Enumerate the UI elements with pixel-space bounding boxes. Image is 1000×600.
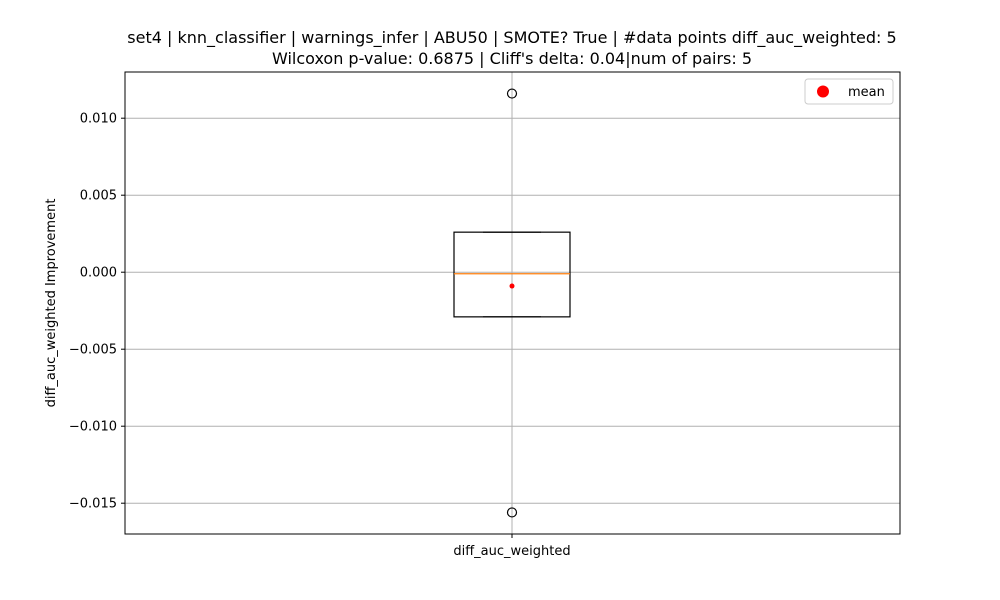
legend-mean-label: mean [848,85,885,100]
legend: mean [804,78,894,105]
x-tick-label: diff_auc_weighted [453,544,570,559]
y-axis-label: diff_auc_weighted Improvement [44,199,59,408]
y-tick-label: 0.010 [80,112,117,127]
mean-point [509,283,515,289]
chart-title-line1: set4 | knn_classifier | warnings_infer |… [127,28,896,48]
box-plot-marks [453,88,571,518]
y-tick-label: −0.005 [69,343,117,358]
plot-area-frame [124,71,901,535]
outlier-point [506,507,518,518]
outlier-point [506,88,518,99]
legend-mean-marker [817,85,829,98]
y-tick-label: −0.010 [69,420,117,435]
y-tick-label: 0.005 [80,189,117,204]
legend-frame [804,78,894,105]
chart-title-line2: Wilcoxon p-value: 0.6875 | Cliff's delta… [272,49,752,68]
grid-lines [125,72,900,534]
y-tick-label: −0.015 [69,497,117,512]
y-axis-ticks: 0.010 0.005 0.000 −0.005 −0.010 −0.015 [69,112,513,538]
y-tick-label: 0.000 [80,266,117,281]
